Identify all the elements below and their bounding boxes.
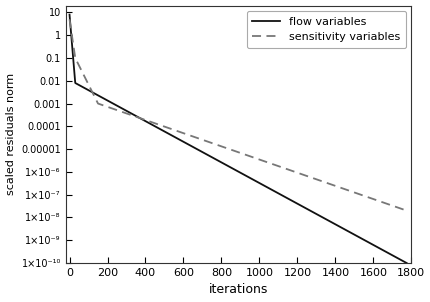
flow variables	[84, 87, 89, 91]
sensitivity variables	[84, 79, 89, 83]
sensitivity variables	[393, 205, 399, 209]
sensitivity variables	[230, 149, 236, 152]
Legend: flow variables, sensitivity variables: flow variables, sensitivity variables	[246, 11, 405, 48]
flow variables	[230, 167, 236, 171]
flow variables	[403, 261, 408, 265]
flow variables	[221, 162, 227, 166]
sensitivity variables	[332, 184, 337, 188]
sensitivity variables	[403, 209, 408, 212]
sensitivity variables	[67, 18, 72, 21]
X-axis label: iterations: iterations	[209, 284, 267, 297]
flow variables	[393, 256, 399, 259]
Line: sensitivity variables: sensitivity variables	[69, 19, 405, 210]
Y-axis label: scaled residuals norm: scaled residuals norm	[6, 73, 15, 195]
flow variables	[393, 256, 398, 259]
flow variables	[67, 13, 72, 16]
Line: flow variables: flow variables	[69, 14, 405, 263]
flow variables	[332, 222, 337, 226]
sensitivity variables	[221, 146, 227, 149]
sensitivity variables	[393, 205, 398, 209]
